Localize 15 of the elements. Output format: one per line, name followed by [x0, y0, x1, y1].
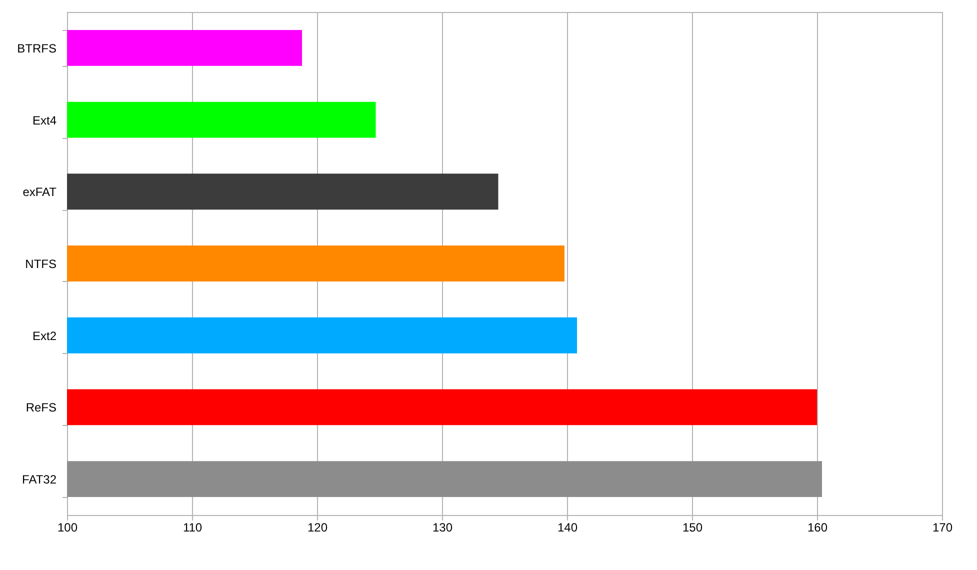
- x-tick-label: 120: [307, 520, 328, 534]
- x-tick-label: 140: [557, 520, 578, 534]
- y-tick-label: Ext2: [32, 328, 57, 343]
- x-tick-label: 100: [57, 520, 78, 534]
- y-tick-label: Ext4: [32, 113, 57, 128]
- y-tick-label: BTRFS: [17, 41, 56, 56]
- x-tick-label: 150: [682, 520, 703, 534]
- x-tick-label: 130: [432, 520, 453, 534]
- x-tick-label: 160: [807, 520, 828, 534]
- x-tick-label: 110: [182, 520, 202, 534]
- y-tick-label: ReFS: [26, 400, 56, 415]
- y-tick-label: FAT32: [22, 472, 57, 487]
- y-tick-label: NTFS: [25, 257, 56, 271]
- y-tick-label: exFAT: [22, 185, 58, 200]
- x-tick-label: 170: [932, 520, 953, 534]
